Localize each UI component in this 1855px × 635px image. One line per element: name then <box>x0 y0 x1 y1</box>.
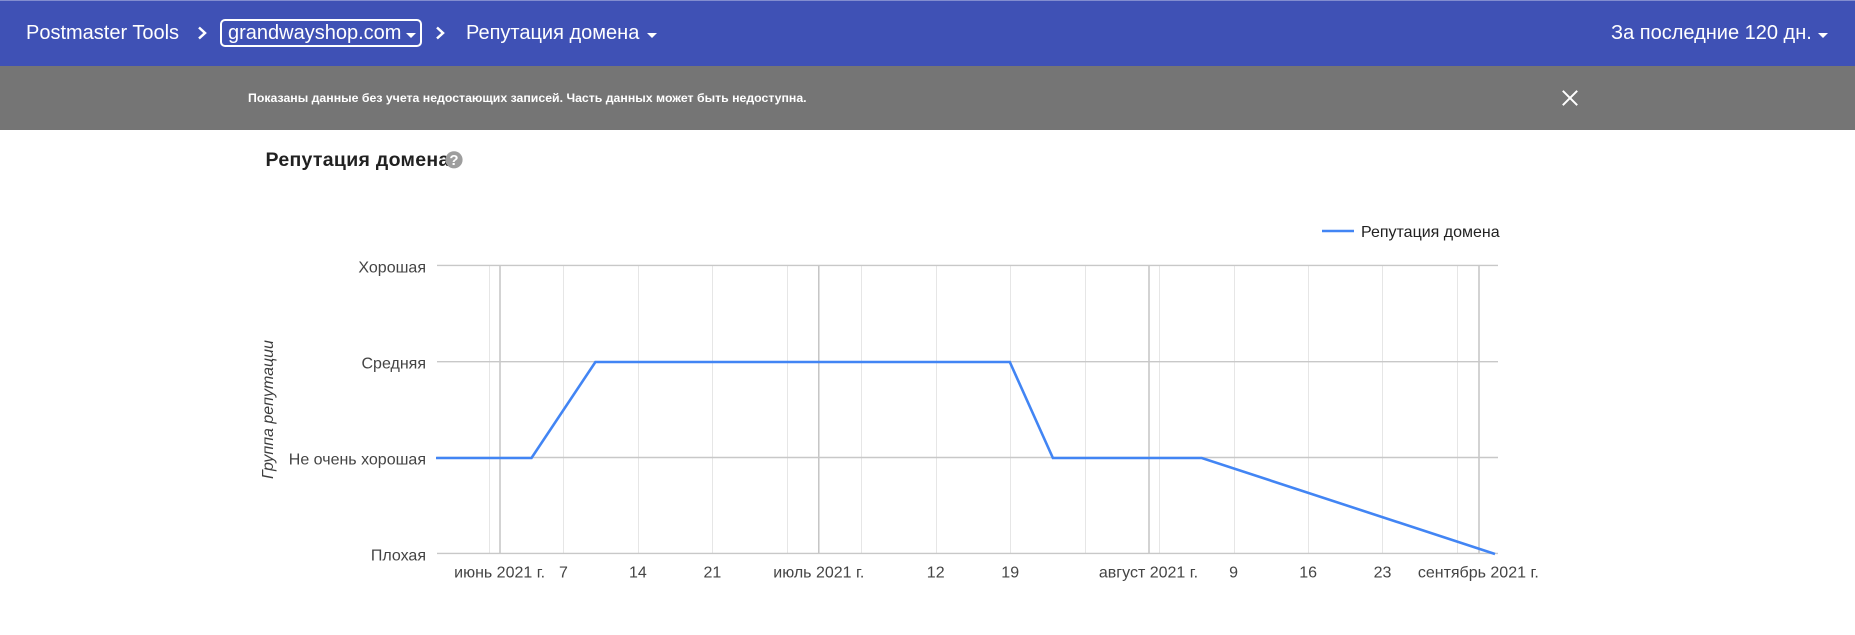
svg-text:19: 19 <box>1001 565 1019 582</box>
svg-text:август 2021 г.: август 2021 г. <box>1099 565 1198 582</box>
svg-text:9: 9 <box>1229 565 1238 582</box>
svg-text:Плохая: Плохая <box>371 548 426 565</box>
svg-text:21: 21 <box>704 565 722 582</box>
svg-text:?: ? <box>449 152 458 169</box>
svg-text:16: 16 <box>1299 565 1317 582</box>
svg-text:Группа репутации: Группа репутации <box>260 340 277 479</box>
svg-text:июнь 2021 г.: июнь 2021 г. <box>454 565 545 582</box>
svg-text:12: 12 <box>927 565 945 582</box>
svg-text:Репутация домена: Репутация домена <box>266 149 450 171</box>
svg-text:Средняя: Средняя <box>362 356 427 373</box>
svg-text:Не очень хорошая: Не очень хорошая <box>289 452 426 469</box>
svg-text:Хорошая: Хорошая <box>358 260 426 277</box>
svg-text:7: 7 <box>559 565 568 582</box>
svg-text:23: 23 <box>1374 565 1392 582</box>
svg-text:14: 14 <box>629 565 647 582</box>
svg-text:Репутация домена: Репутация домена <box>1361 224 1500 241</box>
svg-text:июль 2021 г.: июль 2021 г. <box>773 565 864 582</box>
svg-text:сентябрь 2021 г.: сентябрь 2021 г. <box>1418 565 1539 582</box>
